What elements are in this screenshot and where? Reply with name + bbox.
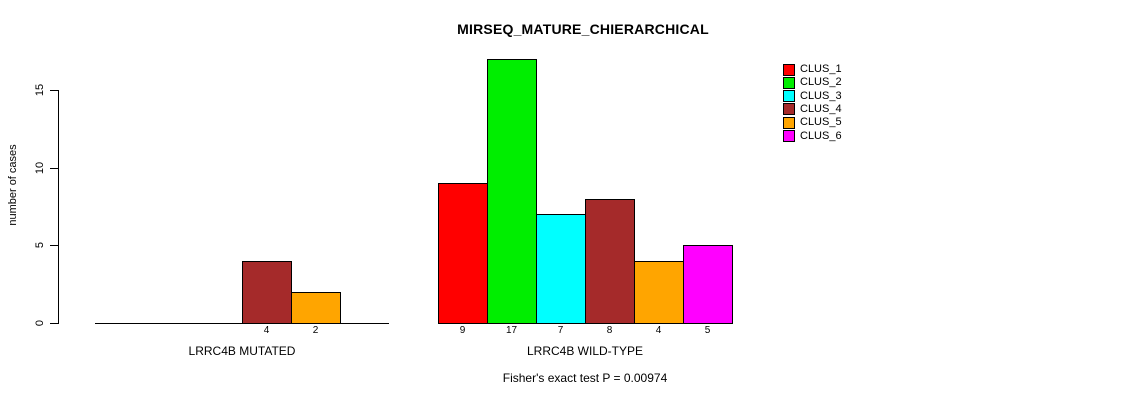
bar-value-label: 8 bbox=[606, 325, 613, 336]
y-tick-label: 10 bbox=[34, 161, 46, 174]
bar-value-label: 4 bbox=[655, 325, 662, 336]
y-axis-line bbox=[58, 90, 59, 324]
y-tick-label: 15 bbox=[34, 83, 46, 97]
bar-value-label: 2 bbox=[312, 325, 319, 336]
chart-title: MIRSEQ_MATURE_CHIERARCHICAL bbox=[457, 21, 709, 37]
group-label-wildtype: LRRC4B WILD-TYPE bbox=[526, 344, 644, 358]
legend-swatch-clus_3 bbox=[783, 90, 795, 103]
fisher-test-annotation: Fisher's exact test P = 0.00974 bbox=[502, 371, 668, 385]
y-tick-label: 0 bbox=[34, 319, 46, 327]
y-tick bbox=[50, 167, 58, 169]
bar-clus_4 bbox=[585, 199, 635, 324]
legend-swatch-clus_2 bbox=[783, 76, 795, 89]
legend-label-clus_4: CLUS_4 bbox=[800, 102, 842, 115]
bar-clus_5 bbox=[291, 292, 341, 324]
group-label-mutated: LRRC4B MUTATED bbox=[188, 344, 296, 358]
bar-clus_5 bbox=[634, 261, 684, 324]
legend-swatch-clus_1 bbox=[783, 63, 795, 76]
legend-label-clus_5: CLUS_5 bbox=[800, 116, 842, 129]
y-tick bbox=[50, 90, 58, 91]
bar-clus_6 bbox=[683, 245, 733, 324]
y-tick-label: 5 bbox=[34, 242, 46, 249]
bar-clus_1 bbox=[438, 183, 488, 324]
bar-clus_4 bbox=[242, 261, 292, 324]
bar-value-label: 17 bbox=[505, 325, 518, 336]
y-axis-label: number of cases bbox=[7, 144, 19, 226]
bar-value-label: 9 bbox=[459, 325, 466, 336]
y-tick bbox=[50, 245, 58, 247]
y-tick bbox=[50, 323, 58, 324]
bar-clus_3 bbox=[536, 214, 586, 324]
legend-swatch-clus_5 bbox=[783, 116, 795, 129]
bar-value-label: 7 bbox=[557, 325, 564, 336]
bar-clus_2 bbox=[487, 59, 537, 324]
legend-label-clus_6: CLUS_6 bbox=[800, 129, 842, 142]
legend-swatch-clus_6 bbox=[783, 130, 795, 142]
legend-label-clus_2: CLUS_2 bbox=[800, 76, 842, 89]
bar-value-label: 4 bbox=[263, 325, 270, 336]
legend-label-clus_1: CLUS_1 bbox=[800, 63, 842, 75]
legend-label-clus_3: CLUS_3 bbox=[800, 89, 842, 102]
bar-value-label: 5 bbox=[704, 325, 711, 336]
legend-swatch-clus_4 bbox=[783, 103, 795, 116]
